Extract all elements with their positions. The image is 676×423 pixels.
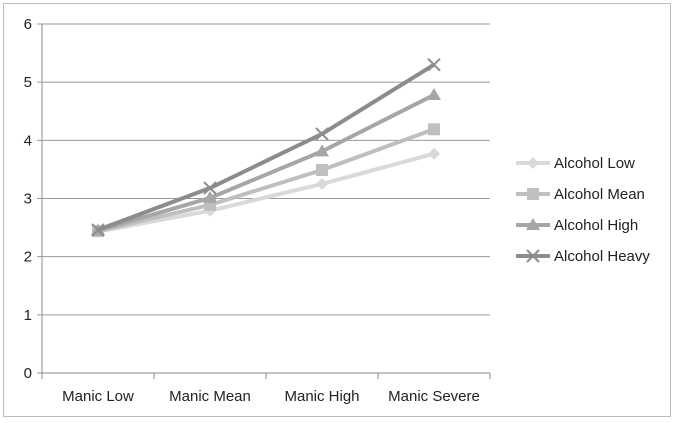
data-point-marker [203,181,217,195]
axes [41,24,491,379]
x-axis-ticks: Manic Low Manic Mean Manic High Manic Sever… [62,388,480,405]
legend-item: Alcohol High [516,217,638,234]
x-tick-label: Manic High [284,388,359,405]
y-tick-label: 5 [24,74,32,91]
data-point-marker [427,87,441,100]
x-tick-label: Manic Severe [388,388,480,405]
series-alcohol-heavy [91,58,441,237]
series-line [97,63,436,232]
x-tick-label: Manic Low [62,388,134,405]
legend-marker [527,188,539,200]
y-tick-label: 1 [24,307,32,324]
y-tick-label: 6 [24,16,32,33]
legend-label: Alcohol Low [554,155,635,172]
data-point-marker [315,127,329,141]
y-tick-label: 3 [24,191,32,208]
series-line [97,93,435,233]
legend-marker [527,157,539,169]
legend-item: Alcohol Mean [516,186,645,203]
data-point-marker [316,163,328,176]
y-axis-ticks: 0 1 2 3 4 5 6 [24,16,32,382]
data-point-marker [427,58,441,72]
legend: Alcohol Low Alcohol Mean Alcohol High Alcoh… [516,155,650,265]
x-tick-label: Manic Mean [169,388,251,405]
chart-frame [3,3,671,417]
legend-item: Alcohol Heavy [516,248,650,265]
data-point-marker [316,177,328,190]
legend-label: Alcohol High [554,217,638,234]
legend-label: Alcohol Heavy [554,248,650,265]
data-point-marker [203,190,217,203]
y-tick-label: 4 [24,132,32,149]
data-point-marker [91,223,105,237]
data-point-marker [428,123,440,136]
y-tick-label: 2 [24,249,32,266]
series-line [97,151,435,234]
data-point-marker [315,144,329,157]
legend-marker [526,249,540,263]
y-tick-label: 0 [24,365,32,382]
legend-label: Alcohol Mean [554,186,645,203]
data-point-marker [428,147,440,160]
legend-item: Alcohol Low [516,155,635,172]
legend-marker [526,218,540,230]
series-line [97,127,435,234]
series-group [91,58,441,238]
